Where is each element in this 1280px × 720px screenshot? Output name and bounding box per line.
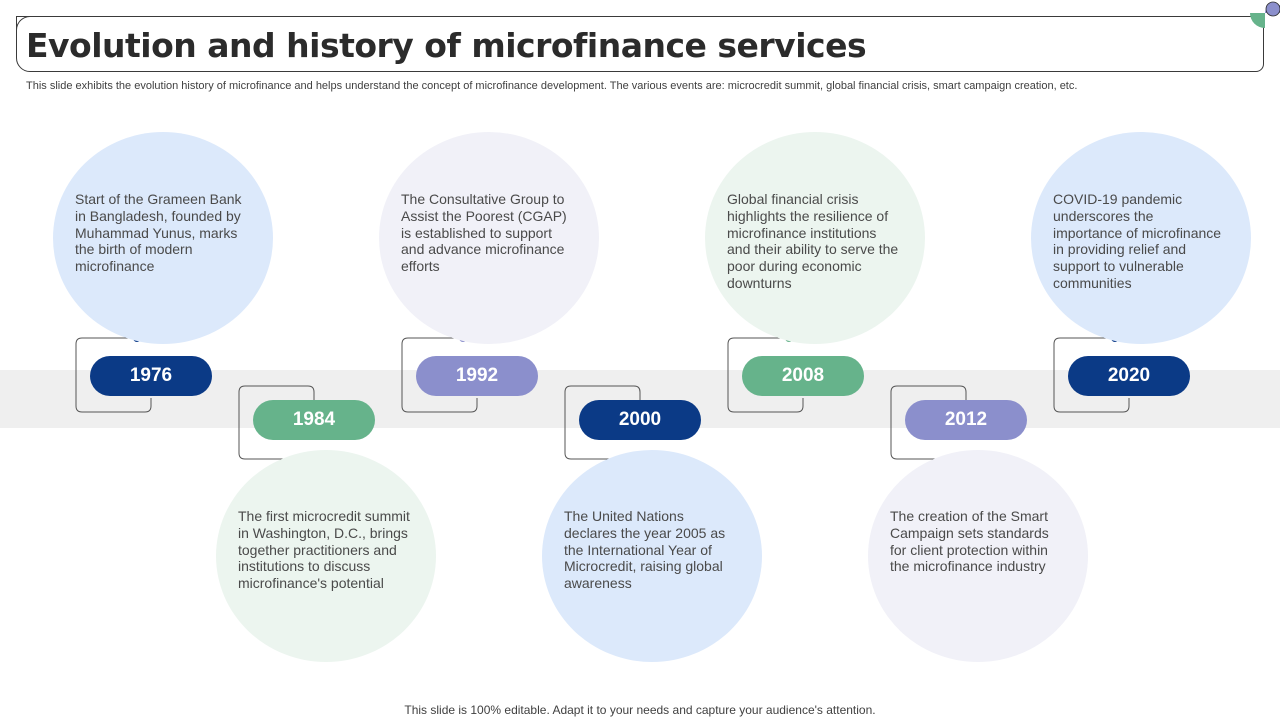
corner-decoration-icon [1250,1,1280,28]
event-description-2012: The creation of the Smart Campaign sets … [890,508,1049,575]
event-circle-2000 [542,450,762,662]
bracket-connector-2020 [1053,337,1130,413]
bracket-connector-1984 [238,385,315,460]
footer-note: This slide is 100% editable. Adapt it to… [404,703,876,717]
event-circle-2020 [1031,132,1251,344]
year-pill-2012: 2012 [905,400,1027,440]
title-frame [16,16,1264,72]
bracket-connector-2008 [727,337,804,413]
event-description-1984: The first microcredit summit in Washingt… [238,508,410,592]
bracket-connector-1976 [75,337,152,413]
year-pill-2000: 2000 [579,400,701,440]
event-circle-1976 [53,132,273,344]
year-pill-1976: 1976 [90,356,212,396]
event-circle-1984 [216,450,436,662]
bracket-connector-2012 [890,385,967,460]
slide-description: This slide exhibits the evolution histor… [26,80,1078,92]
year-pill-2008: 2008 [742,356,864,396]
event-circle-2008 [705,132,925,344]
year-pill-1992: 1992 [416,356,538,396]
event-circle-1992 [379,132,599,344]
event-description-2020: COVID-19 pandemic underscores the import… [1053,191,1222,291]
bracket-connector-1992 [401,337,478,413]
event-circle-2012 [868,450,1088,662]
event-description-1992: The Consultative Group to Assist the Poo… [401,191,567,275]
year-pill-2020: 2020 [1068,356,1190,396]
year-pill-1984: 1984 [253,400,375,440]
page-title: Evolution and history of microfinance se… [26,26,867,65]
event-description-2000: The United Nations declares the year 200… [564,508,726,592]
bracket-connector-2000 [564,385,641,460]
event-description-2008: Global financial crisis highlights the r… [727,191,899,291]
event-description-1976: Start of the Grameen Bank in Bangladesh,… [75,191,242,275]
